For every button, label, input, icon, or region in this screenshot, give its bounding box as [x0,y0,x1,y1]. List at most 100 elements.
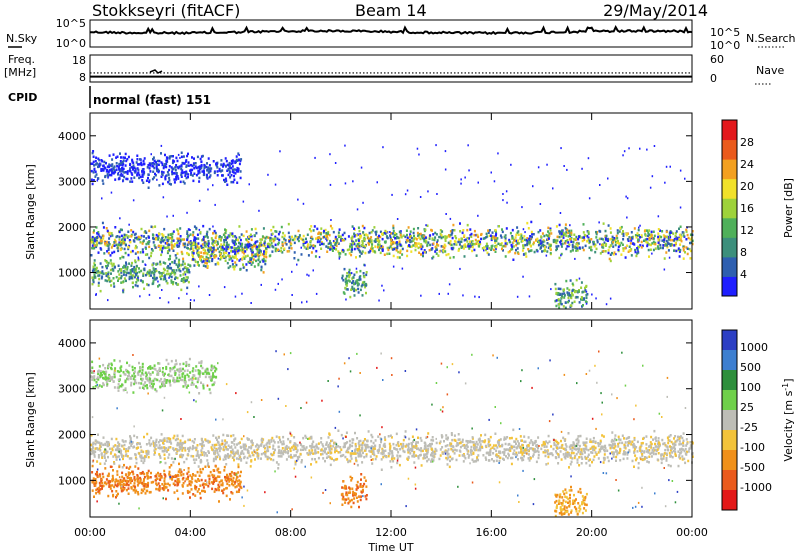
range-gate-cell [608,443,611,447]
range-gate-cell [389,445,392,449]
range-gate-cell [381,232,383,236]
range-gate-cell [254,253,257,256]
range-gate-cell [577,440,580,444]
range-gate-cell [210,446,213,449]
range-gate-cell [218,449,221,453]
range-gate-cell [583,236,586,239]
range-gate-cell [505,227,508,230]
range-gate-cell [435,248,438,251]
range-gate-cell [236,449,239,452]
range-gate-cell [560,254,562,257]
range-gate-cell [627,239,630,242]
range-gate-cell [315,249,318,253]
range-gate-cell [351,225,354,228]
range-gate-cell [478,440,481,444]
range-gate-cell [412,239,415,242]
range-gate-cell [431,237,434,240]
range-gate-cell [337,231,340,234]
range-gate-cell [665,251,668,254]
range-gate-cell [358,445,361,448]
range-gate-cell [578,444,581,448]
range-gate-cell [94,264,96,267]
range-gate-cell [97,236,100,239]
range-gate-cell [191,253,194,257]
range-gate-cell [333,441,336,445]
range-gate-cell [232,434,235,437]
range-gate-cell [549,251,552,255]
range-gate-cell [168,266,171,270]
range-gate-cell [288,246,291,250]
range-gate-cell [147,173,150,176]
range-gate-cell [121,255,124,259]
range-gate-cell [246,456,249,460]
range-gate-cell [527,248,530,251]
range-gate-cell [131,173,134,176]
range-gate-cell [162,196,165,199]
range-gate-cell [387,435,390,438]
range-gate-cell [561,231,564,235]
range-gate-cell [111,158,114,161]
range-gate-cell [161,274,163,278]
range-gate-cell [118,238,121,241]
range-gate-cell [136,275,139,278]
range-gate-cell [525,238,528,242]
range-gate-cell [310,445,313,448]
range-gate-cell [516,446,519,449]
range-gate-cell [180,167,183,171]
range-gate-cell [468,169,470,172]
colorbar-swatch [722,217,737,238]
range-gate-cell [548,243,551,246]
range-gate-cell [110,262,113,265]
range-gate-cell [462,454,465,457]
range-gate-cell [241,257,243,260]
range-gate-cell [546,242,549,245]
range-gate-cell [368,239,371,243]
range-gate-cell [430,453,432,457]
range-gate-cell [97,284,100,287]
nave-tick-top: 60 [710,53,724,66]
range-gate-cell [120,156,122,159]
range-gate-cell [136,237,139,241]
range-gate-cell [522,244,524,247]
range-gate-cell [669,231,672,234]
range-gate-cell [111,447,114,450]
range-gate-cell [160,446,163,450]
range-gate-cell [564,240,567,243]
range-gate-cell [148,236,150,239]
range-gate-cell [102,272,105,275]
range-gate-cell [99,449,102,452]
range-gate-cell [618,230,621,233]
range-gate-cell [490,248,493,251]
range-gate-cell [451,449,454,452]
range-gate-cell [111,267,114,271]
range-gate-cell [214,449,217,453]
range-gate-cell [117,166,120,169]
range-gate-cell [511,247,514,251]
range-gate-cell [136,154,139,157]
range-gate-cell [172,172,175,175]
range-gate-cell [91,269,94,273]
range-gate-cell [168,243,171,246]
range-gate-cell [544,248,546,252]
range-gate-cell [167,239,170,242]
range-gate-cell [338,257,341,260]
range-gate-cell [644,238,647,241]
range-gate-cell [368,231,371,235]
range-gate-cell [220,159,223,162]
range-gate-cell [95,241,98,244]
range-gate-cell [157,236,160,240]
range-gate-cell [682,432,685,435]
range-gate-cell [299,448,302,452]
range-gate-cell [117,455,120,458]
range-gate-cell [203,258,206,261]
range-gate-cell [569,231,572,235]
range-gate-cell [349,245,351,248]
range-gate-cell [201,441,204,444]
range-gate-cell [313,452,316,455]
range-gate-cell [466,236,469,240]
range-gate-cell [602,461,605,464]
range-gate-cell [631,459,634,463]
range-gate-cell [607,224,610,227]
range-gate-cell [471,240,474,243]
